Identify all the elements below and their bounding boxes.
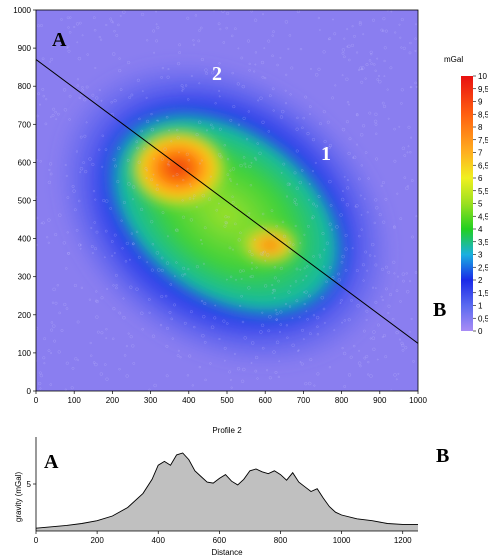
map-x-tick-label: 800 [335,396,349,405]
map-label-two: 2 [212,63,222,85]
map-y-tick-label: 0 [27,387,32,396]
map-x-tick-label: 400 [182,396,196,405]
colorbar-tick-label: 6,5 [478,161,488,170]
map-y-tick-label: 600 [18,158,32,167]
colorbar-tick-label: 10 [478,72,487,81]
map-x-tick-label: 100 [68,396,82,405]
colorbar-tick-label: 7,5 [478,136,488,145]
map-y-tick-label: 800 [18,82,32,91]
profile-x-tick-label: 200 [90,536,104,545]
colorbar-tick-label: 8,5 [478,110,488,119]
map-x-tick-label: 900 [373,396,387,405]
colorbar-tick-label: 4 [478,225,483,234]
map-x-tick-label: 700 [297,396,311,405]
profile-x-tick-label: 1200 [394,536,412,545]
map-y-tick-label: 300 [18,273,32,282]
map-x-tick-label: 200 [106,396,120,405]
map-label-one: 1 [321,143,331,165]
map-label-b: B [433,299,446,321]
colorbar-tick-label: 3 [478,251,483,260]
profile-panel: Profile 2 A B 0 200 400 600 800 1000 1200 5 gra… [14,426,449,557]
map-y-tick-label: 1000 [13,6,31,15]
profile-label-b: B [436,445,449,467]
map-label-a: A [52,29,67,51]
map-panel: 0 100 200 300 400 500 600 700 800 900 100001002003… [0,0,488,435]
colorbar-tick-label: 1 [478,302,483,311]
colorbar-tick-label: 8 [478,123,483,132]
map-x-tick-label: 500 [220,396,234,405]
colorbar-title: mGal [444,55,463,64]
map-y-tick-label: 400 [18,235,32,244]
colorbar-tick-label: 9 [478,98,483,107]
map-y-tick-label: 500 [18,197,32,206]
profile-ylabel: gravity (mGal) [14,472,23,523]
colorbar-tick-label: 0,5 [478,314,488,323]
map-y-tick-label: 700 [18,120,32,129]
profile-xlabel: Distance [211,548,243,557]
colorbar-tick-label: 3,5 [478,238,488,247]
colorbar-tick-label: 0 [478,327,483,336]
colorbar-tick-label: 7 [478,149,483,158]
map-x-tick-label: 300 [144,396,158,405]
map-x-tick-label: 1000 [409,396,427,405]
colorbar-tick-label: 9,5 [478,85,488,94]
profile-x-tick-label: 600 [213,536,227,545]
profile-title: Profile 2 [212,426,242,435]
profile-x-tick-label: 800 [274,536,288,545]
profile-label-a: A [44,451,59,473]
profile-y-tick-label: 5 [27,480,32,489]
profile-x-tick-label: 400 [152,536,166,545]
map-y-tick-label: 900 [18,44,32,53]
map-x-tick-label: 0 [34,396,39,405]
colorbar-tick-label: 1,5 [478,289,488,298]
colorbar-tick-label: 6 [478,174,483,183]
colorbar-tick-label: 5,5 [478,187,488,196]
colorbar-tick-label: 5 [478,200,483,209]
colorbar-tick-label: 4,5 [478,212,488,221]
profile-x-tick-label: 1000 [333,536,351,545]
profile-x-tick-label: 0 [34,536,39,545]
map-y-tick-label: 100 [18,349,32,358]
map-y-tick-label: 200 [18,311,32,320]
colorbar-ticks: 10 9,5 9 8,5 8 7,5 7 6,5 6 5,5 5 4,5 4 3,5 3 2,5 2 1,5 1 0,… [473,72,488,336]
map-x-tick-label: 600 [259,396,273,405]
colorbar-tick-label: 2,5 [478,263,488,272]
colorbar-tick-label: 2 [478,276,483,285]
colorbar [461,76,473,331]
